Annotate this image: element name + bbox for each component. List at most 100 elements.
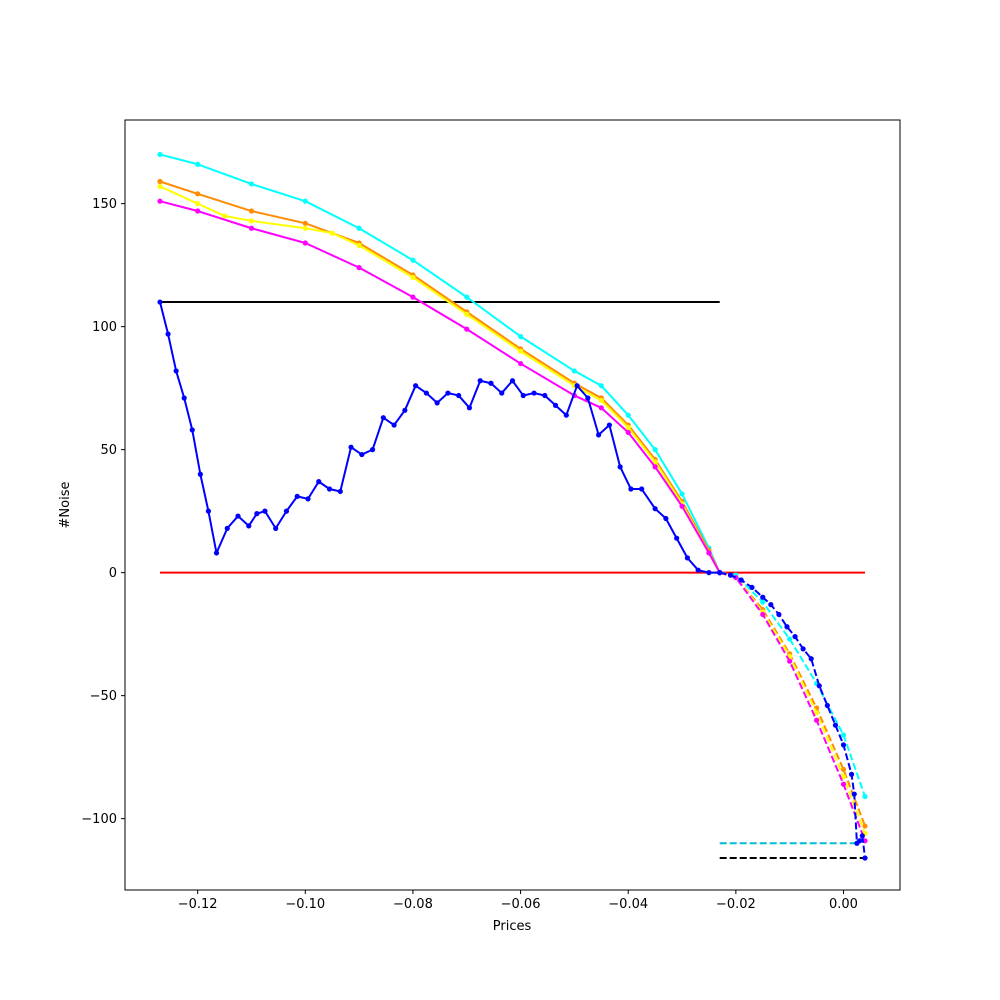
series-6-point-3 bbox=[248, 218, 255, 224]
series-8-point-2 bbox=[760, 599, 766, 605]
series-9-point-5 bbox=[840, 766, 847, 773]
series-12-point-17 bbox=[316, 479, 322, 485]
series-7-point-9 bbox=[598, 405, 604, 411]
series-4 bbox=[157, 151, 723, 576]
series-12-point-8 bbox=[224, 525, 230, 531]
series-7-point-7 bbox=[517, 360, 524, 367]
series-6-point-1 bbox=[195, 201, 201, 207]
series-7-point-1 bbox=[195, 208, 201, 214]
series-13-point-9 bbox=[800, 646, 806, 652]
series-4-point-4 bbox=[356, 225, 362, 231]
series-12-point-24 bbox=[391, 422, 397, 428]
series-6-point-13 bbox=[652, 459, 658, 465]
series-4-point-12 bbox=[679, 491, 685, 497]
y-axis-ticks: −100 −50 0 50 100 150 bbox=[81, 197, 125, 827]
series-13-point-2 bbox=[738, 577, 744, 583]
series-8-point-3 bbox=[787, 636, 793, 642]
series-12-point-39 bbox=[552, 402, 559, 408]
series-12-point-34 bbox=[499, 390, 505, 396]
series-12-point-15 bbox=[294, 493, 300, 499]
series-13-point-20 bbox=[862, 855, 868, 861]
series-13-point-10 bbox=[808, 656, 814, 662]
x-tick-label-6: 0.00 bbox=[829, 897, 858, 912]
y-tick-label-5: 150 bbox=[92, 197, 117, 212]
y-tick-label-4: 100 bbox=[92, 320, 117, 335]
series-12-point-40 bbox=[563, 412, 569, 418]
series-13-point-3 bbox=[749, 584, 755, 591]
series-12-point-37 bbox=[531, 390, 537, 396]
series-6-point-12 bbox=[625, 424, 631, 431]
series-12-point-22 bbox=[369, 447, 376, 453]
series-12-point-32 bbox=[477, 378, 483, 384]
series-11-point-3 bbox=[787, 658, 793, 664]
series-12-point-23 bbox=[380, 415, 386, 421]
series-12-point-48 bbox=[652, 506, 658, 512]
series-5-point-2 bbox=[248, 208, 255, 214]
series-12-point-13 bbox=[273, 525, 279, 531]
x-axis-label: Prices bbox=[493, 919, 532, 934]
series-13-point-15 bbox=[848, 771, 855, 777]
series-8-point-6 bbox=[862, 793, 868, 800]
y-tick-label-0: −100 bbox=[81, 812, 117, 827]
series-12-point-14 bbox=[283, 508, 290, 514]
x-axis-ticks: −0.12 −0.10 −0.08 −0.06 −0.04 −0.02 0.00 bbox=[178, 890, 858, 912]
x-tick-label-3: −0.06 bbox=[501, 897, 541, 912]
series-12-point-29 bbox=[445, 390, 451, 396]
series-6-point-5 bbox=[329, 230, 335, 236]
series-10-point-5 bbox=[840, 774, 847, 780]
series-12-point-49 bbox=[663, 515, 669, 522]
series-12-point-51 bbox=[684, 555, 691, 561]
series-12-point-9 bbox=[235, 513, 241, 519]
series-13-point-12 bbox=[824, 702, 830, 709]
series-6-point-9 bbox=[517, 348, 524, 354]
series-7-point-12 bbox=[679, 503, 685, 509]
series-12-point-16 bbox=[305, 496, 311, 502]
series-4-point-2 bbox=[248, 181, 255, 187]
series-12-point-21 bbox=[359, 451, 365, 458]
x-tick-label-5: −0.02 bbox=[716, 897, 756, 912]
series-13-point-7 bbox=[784, 624, 790, 630]
series-7-point-2 bbox=[248, 225, 255, 231]
series-4-point-10 bbox=[625, 412, 631, 418]
series-6-point-8 bbox=[464, 311, 470, 317]
y-tick-label-3: 50 bbox=[100, 443, 117, 458]
series-11-point-5 bbox=[840, 781, 847, 787]
series-12-point-0 bbox=[157, 299, 163, 305]
series-4-point-1 bbox=[195, 161, 201, 167]
series-7-point-13 bbox=[706, 550, 712, 556]
series-6-point-6 bbox=[356, 242, 362, 249]
series-13-point-4 bbox=[760, 594, 766, 600]
series-12-point-7 bbox=[213, 550, 220, 556]
series-12-point-45 bbox=[617, 464, 623, 470]
series-12-point-36 bbox=[520, 392, 526, 399]
series-7-point-6 bbox=[464, 326, 470, 332]
series-6-point-7 bbox=[410, 274, 416, 281]
series-13-point-19 bbox=[859, 833, 865, 839]
series-6-point-11 bbox=[598, 397, 604, 404]
series-13-point-6 bbox=[776, 611, 782, 618]
axes-frame bbox=[124, 119, 901, 891]
series-8-point-5 bbox=[840, 732, 847, 738]
series-4-point-5 bbox=[410, 257, 416, 263]
series-4-point-11 bbox=[652, 447, 658, 453]
series-13-point-0 bbox=[717, 570, 723, 576]
series-6-point-4 bbox=[302, 225, 308, 231]
series-12-point-46 bbox=[628, 486, 634, 492]
series-12-point-6 bbox=[205, 508, 212, 514]
series-12-point-25 bbox=[402, 407, 408, 413]
series-5-point-3 bbox=[302, 220, 308, 226]
series-12-point-20 bbox=[348, 444, 354, 450]
series-4-point-0 bbox=[157, 151, 163, 158]
series-7-point-3 bbox=[302, 240, 308, 246]
series-11-point-2 bbox=[760, 611, 766, 618]
plot-area bbox=[157, 151, 868, 861]
series-12-point-28 bbox=[434, 400, 440, 406]
series-12-point-38 bbox=[542, 392, 548, 399]
series-4-point-8 bbox=[571, 368, 577, 374]
y-axis-label: #Noise bbox=[58, 482, 73, 529]
series-7-point-4 bbox=[356, 265, 362, 271]
series-13 bbox=[717, 570, 868, 861]
series-13-point-16 bbox=[851, 791, 857, 797]
series-12-point-18 bbox=[326, 486, 333, 492]
x-tick-label-4: −0.04 bbox=[608, 897, 648, 912]
